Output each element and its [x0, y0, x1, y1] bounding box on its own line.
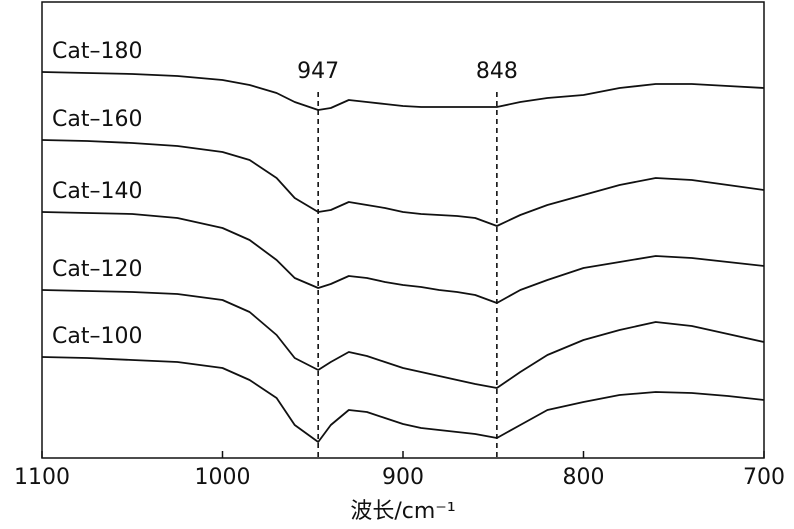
- series-label: Cat–140: [52, 179, 142, 204]
- spectrum-line: [41, 211, 765, 304]
- annotation-label: 848: [476, 59, 518, 84]
- annotation-label: 947: [297, 59, 339, 84]
- x-tick-label: 900: [382, 465, 424, 490]
- x-tick-label: 800: [563, 465, 605, 490]
- spectrum-line: [41, 139, 765, 227]
- x-tick-label: 1000: [195, 465, 251, 490]
- series-label: Cat–120: [52, 257, 142, 282]
- series-label: Cat–160: [52, 107, 142, 132]
- spectrum-line: [41, 356, 765, 443]
- x-tick-label: 700: [743, 465, 785, 490]
- series-label: Cat–180: [52, 39, 142, 64]
- x-axis-label: 波长/cm⁻¹: [350, 499, 455, 524]
- x-tick-label: 1100: [14, 465, 70, 490]
- spectrum-line: [41, 71, 765, 111]
- series-label: Cat–100: [52, 324, 142, 349]
- plot-frame: [41, 1, 765, 459]
- spectrum-line: [41, 289, 765, 389]
